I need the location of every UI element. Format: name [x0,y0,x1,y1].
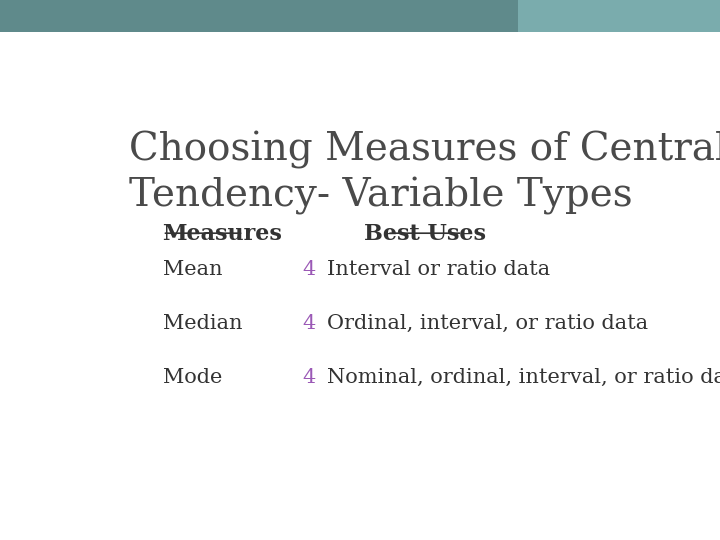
Text: Tendency- Variable Types: Tendency- Variable Types [129,177,633,215]
Text: Measures: Measures [163,223,282,245]
Text: Mean: Mean [163,260,222,279]
Text: 4: 4 [302,260,315,279]
Text: Median: Median [163,314,242,333]
Text: Choosing Measures of Central: Choosing Measures of Central [129,131,720,170]
Text: 4: 4 [302,368,315,387]
Text: Interval or ratio data: Interval or ratio data [327,260,550,279]
Text: Best Uses: Best Uses [364,223,486,245]
Text: Nominal, ordinal, interval, or ratio data: Nominal, ordinal, interval, or ratio dat… [327,368,720,387]
Text: Ordinal, interval, or ratio data: Ordinal, interval, or ratio data [327,314,648,333]
Text: Mode: Mode [163,368,222,387]
Text: 4: 4 [302,314,315,333]
